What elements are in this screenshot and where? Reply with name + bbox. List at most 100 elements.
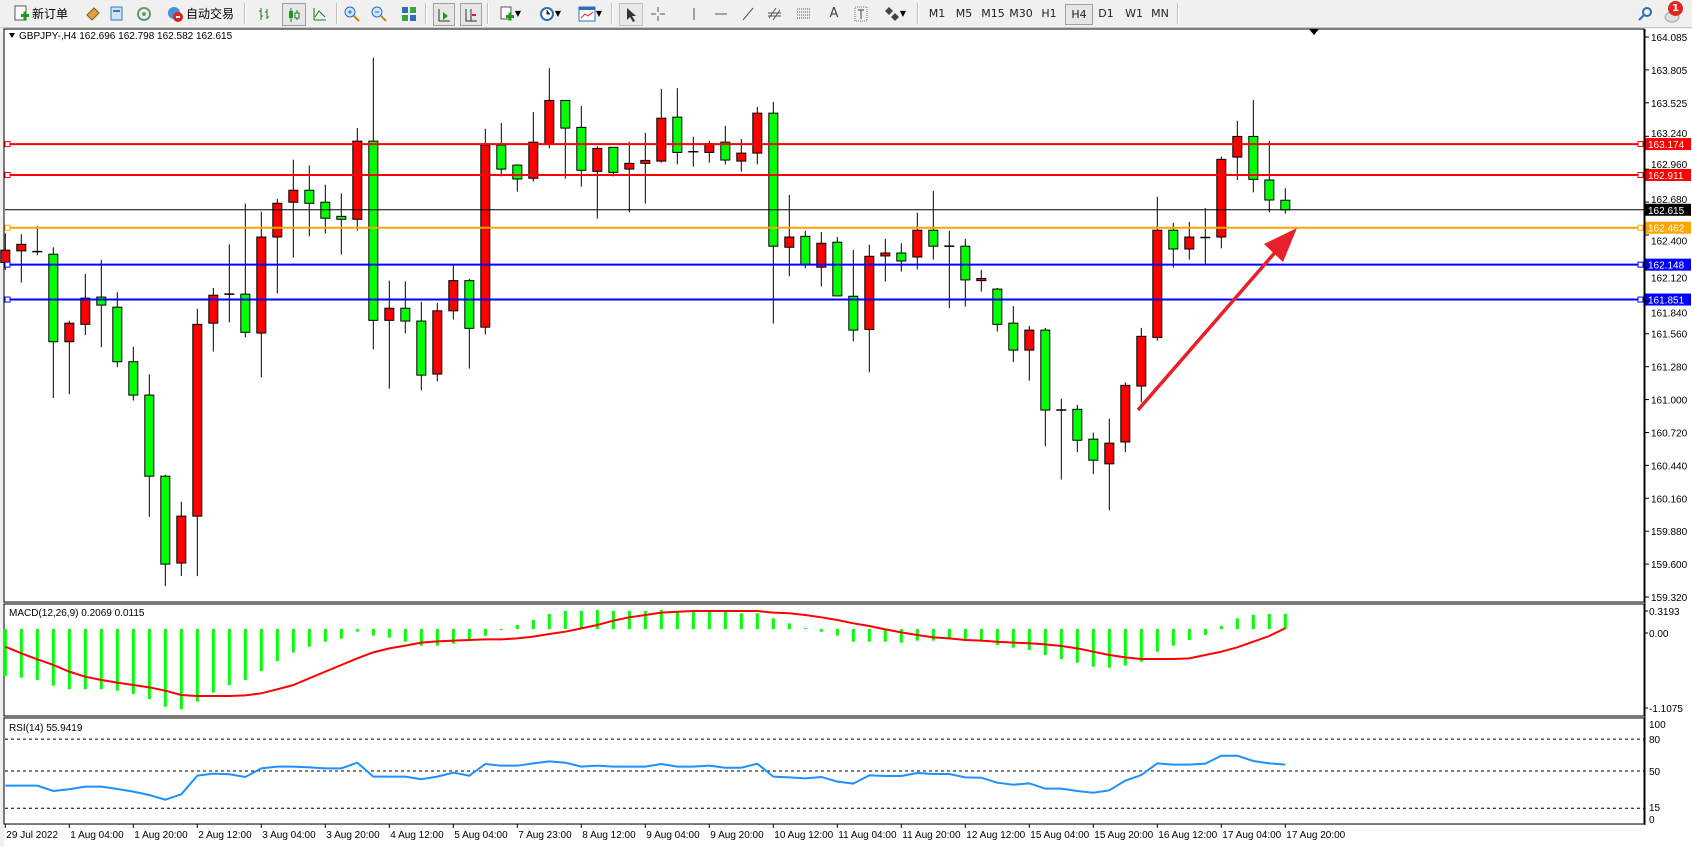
level-handle-left[interactable]: [4, 171, 11, 178]
level-handle-right[interactable]: [1637, 261, 1644, 268]
candle[interactable]: [288, 159, 299, 258]
candle[interactable]: [784, 194, 795, 277]
cursor-tool-button[interactable]: [619, 3, 643, 26]
candle[interactable]: [1248, 100, 1259, 193]
trendline-button[interactable]: [739, 3, 757, 24]
candle[interactable]: [64, 320, 75, 395]
candle[interactable]: [800, 230, 811, 269]
candle[interactable]: [1104, 418, 1115, 511]
price-axis[interactable]: [1645, 29, 1692, 825]
candle[interactable]: [432, 302, 443, 382]
auto-trading-button[interactable]: 自动交易: [162, 3, 238, 24]
candle[interactable]: [1008, 306, 1019, 363]
level-handle-right[interactable]: [1637, 224, 1644, 231]
candle[interactable]: [96, 259, 107, 348]
equidistant-channel-button[interactable]: [766, 3, 784, 24]
candle[interactable]: [1040, 327, 1051, 447]
vertical-line-button[interactable]: [685, 3, 703, 24]
chart-window[interactable]: 162.615 163.174 162.911 162.462 162.148 161.8…: [0, 28, 1692, 847]
fibonacci-button[interactable]: [795, 3, 813, 24]
candle[interactable]: [80, 273, 91, 336]
candle[interactable]: [896, 243, 907, 272]
candle[interactable]: [512, 164, 523, 192]
navigator-button[interactable]: [135, 3, 153, 24]
timeframe-h1[interactable]: H1: [1041, 7, 1057, 20]
candle[interactable]: [16, 234, 27, 283]
candle[interactable]: [832, 237, 843, 297]
candle[interactable]: [560, 99, 571, 179]
timeframe-w1[interactable]: W1: [1125, 7, 1143, 20]
level-handle-left[interactable]: [4, 224, 11, 231]
arrows-dropdown[interactable]: ▼: [879, 3, 911, 24]
candle[interactable]: [880, 238, 891, 282]
candle[interactable]: [192, 308, 203, 577]
level-handle-left[interactable]: [4, 261, 11, 268]
candle[interactable]: [128, 346, 139, 401]
candle[interactable]: [1136, 327, 1147, 403]
candle[interactable]: [160, 474, 171, 586]
timeframe-d1[interactable]: D1: [1098, 7, 1114, 20]
candle[interactable]: [368, 57, 379, 350]
data-window-button[interactable]: [108, 3, 126, 24]
candle[interactable]: [864, 244, 875, 373]
candle[interactable]: [720, 125, 731, 165]
candle[interactable]: [112, 292, 123, 368]
candle[interactable]: [1264, 140, 1275, 213]
candle[interactable]: [656, 88, 667, 163]
candle[interactable]: [240, 203, 251, 338]
level-handle-left[interactable]: [4, 141, 11, 148]
crosshair-tool-button[interactable]: [649, 3, 667, 24]
market-watch-button[interactable]: [84, 3, 102, 24]
chart-shift-marker-icon[interactable]: [1309, 29, 1319, 35]
candle[interactable]: [528, 112, 539, 182]
candle[interactable]: [1072, 404, 1083, 453]
candle[interactable]: [1056, 398, 1067, 480]
candlestick-chart-button[interactable]: [282, 3, 306, 26]
candle[interactable]: [1120, 382, 1131, 453]
candle[interactable]: [256, 211, 267, 378]
candle[interactable]: [464, 278, 475, 369]
level-handle-right[interactable]: [1637, 141, 1644, 148]
candle[interactable]: [1024, 326, 1035, 381]
candle[interactable]: [1200, 207, 1211, 265]
candle[interactable]: [752, 106, 763, 165]
zoom-in-button[interactable]: [343, 3, 361, 24]
candle[interactable]: [304, 165, 315, 237]
candle[interactable]: [960, 238, 971, 307]
time-axis[interactable]: [4, 825, 1692, 847]
tile-windows-button[interactable]: [400, 3, 418, 24]
candle[interactable]: [624, 141, 635, 213]
horizontal-line-button[interactable]: [712, 3, 730, 24]
timeframe-m30[interactable]: M30: [1009, 7, 1033, 20]
candle[interactable]: [176, 501, 187, 577]
candle[interactable]: [816, 231, 827, 287]
candle[interactable]: [144, 374, 155, 517]
candle[interactable]: [480, 128, 491, 335]
level-handle-right[interactable]: [1637, 296, 1644, 303]
candle[interactable]: [1152, 196, 1163, 341]
candle[interactable]: [448, 265, 459, 320]
candle[interactable]: [336, 193, 347, 255]
auto-scroll-button[interactable]: [433, 3, 455, 26]
candle[interactable]: [976, 269, 987, 292]
templates-dropdown[interactable]: ▼: [573, 3, 607, 24]
candle[interactable]: [992, 288, 1003, 332]
new-order-button[interactable]: 新订单: [10, 3, 72, 24]
timeframe-m15[interactable]: M15: [981, 7, 1005, 20]
candle[interactable]: [1232, 120, 1243, 181]
candle[interactable]: [208, 287, 219, 352]
text-label-button[interactable]: [852, 3, 870, 24]
timeframe-m5[interactable]: M5: [955, 7, 973, 20]
timeframe-m1[interactable]: M1: [928, 7, 946, 20]
candle[interactable]: [768, 101, 779, 324]
candle[interactable]: [944, 230, 955, 309]
candle[interactable]: [928, 190, 939, 260]
search-button[interactable]: [1636, 3, 1654, 24]
macd-panel[interactable]: [3, 603, 1645, 717]
candle[interactable]: [688, 136, 699, 167]
text-tool-button[interactable]: A: [825, 3, 843, 24]
candle[interactable]: [272, 198, 283, 294]
candle[interactable]: [352, 128, 363, 231]
bar-chart-button[interactable]: [255, 3, 273, 24]
candle[interactable]: [416, 301, 427, 391]
